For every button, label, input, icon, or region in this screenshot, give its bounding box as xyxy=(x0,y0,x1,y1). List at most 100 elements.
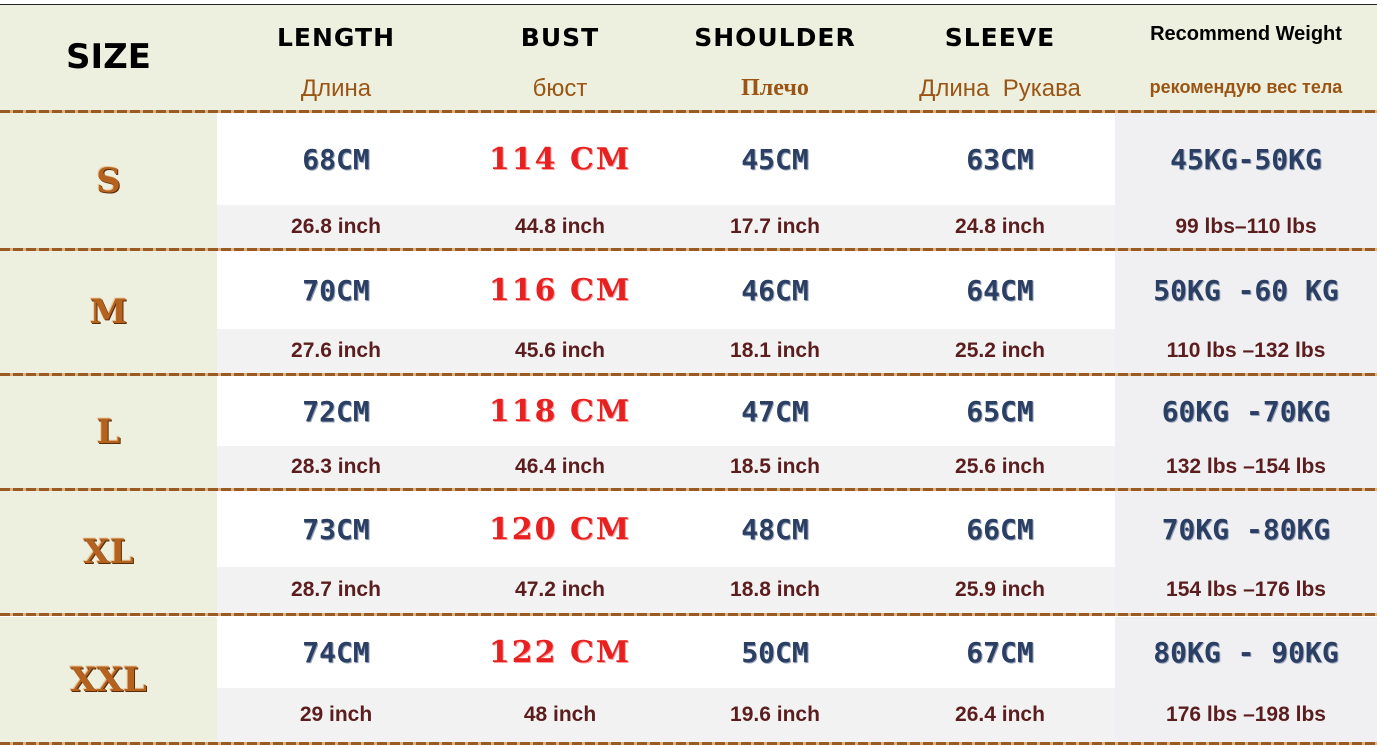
cm-band xyxy=(217,251,1115,329)
inch-value: 28.3 inch xyxy=(291,455,381,478)
header-en: Recommend Weight xyxy=(1150,23,1342,45)
inch-value: 25.9 inch xyxy=(955,578,1045,601)
cm-value: 63CM xyxy=(966,142,1034,176)
inch-value: 99 lbs–110 lbs xyxy=(1175,214,1317,238)
inch-value: 27.6 inch xyxy=(291,339,381,362)
size-label: S xyxy=(0,113,217,248)
inch-value: 18.5 inch xyxy=(730,455,820,478)
cm-value: 48CM xyxy=(741,512,809,546)
header-en: SHOULDER xyxy=(694,23,856,52)
inch-band xyxy=(217,446,1115,488)
size-row: XL 73CM 28.7 inch 120 CM 47.2 inch 48CM 18.8 i… xyxy=(0,491,1377,613)
inch-value: 45.6 inch xyxy=(515,339,605,362)
weight-band xyxy=(1115,491,1377,613)
cm-value: 60KG -70KG xyxy=(1161,394,1331,428)
weight-band xyxy=(1115,113,1377,248)
inch-value: 24.8 inch xyxy=(955,214,1045,238)
header-ru: Плечо xyxy=(741,75,809,101)
header-en: LENGTH xyxy=(277,23,395,52)
sleeve-header: SLEEVE Длина Рукава xyxy=(885,5,1115,110)
inch-value: 46.4 inch xyxy=(515,455,605,478)
row-separator xyxy=(0,742,1377,745)
header-ru: Длина Рукава xyxy=(919,75,1081,102)
inch-value: 19.6 inch xyxy=(730,703,820,726)
inch-value: 28.7 inch xyxy=(291,578,381,601)
inch-value: 26.8 inch xyxy=(291,214,381,238)
cm-band xyxy=(217,491,1115,567)
inch-band xyxy=(217,329,1115,373)
size-header: SIZE xyxy=(65,37,152,77)
size-row: S 68CM 26.8 inch 114 CM 44.8 inch 45CM 17.7 in… xyxy=(0,113,1377,248)
shoulder-header: SHOULDER Плечо xyxy=(665,5,885,110)
inch-band xyxy=(217,688,1115,742)
cm-value: 116 CM xyxy=(488,272,632,308)
weight-header: Recommend Weight рекомендую вес тела xyxy=(1115,5,1377,110)
header-ru: Длина xyxy=(300,75,372,102)
cm-value: 68CM xyxy=(302,142,370,176)
inch-value: 17.7 inch xyxy=(730,214,820,238)
cm-band xyxy=(217,617,1115,688)
row-separator xyxy=(0,248,1377,251)
size-label: XXL xyxy=(0,617,217,742)
cm-value: 114 CM xyxy=(488,141,632,177)
inch-value: 47.2 inch xyxy=(515,578,605,601)
header-ru: рекомендую вес тела xyxy=(1149,77,1343,97)
bust-header: BUST бюст xyxy=(455,5,665,110)
row-separator xyxy=(0,613,1377,616)
inch-value: 48 inch xyxy=(523,703,597,726)
top-border xyxy=(0,4,1377,5)
header-en: BUST xyxy=(520,23,600,52)
cm-value: 70KG -80KG xyxy=(1161,512,1331,546)
inch-band xyxy=(217,567,1115,613)
inch-value: 44.8 inch xyxy=(515,214,605,238)
cm-value: 65CM xyxy=(966,394,1034,428)
cm-value: 66CM xyxy=(966,512,1034,546)
inch-value: 18.1 inch xyxy=(730,339,820,362)
size-label: XL xyxy=(0,491,217,613)
inch-value: 110 lbs –132 lbs xyxy=(1166,339,1326,362)
inch-value: 18.8 inch xyxy=(730,578,820,601)
row-separator xyxy=(0,373,1377,376)
cm-value: 47CM xyxy=(741,394,809,428)
cm-value: 64CM xyxy=(966,273,1034,307)
cm-value: 73CM xyxy=(302,512,370,546)
inch-value: 154 lbs –176 lbs xyxy=(1166,578,1326,601)
cm-value: 70CM xyxy=(302,273,370,307)
cm-value: 80KG - 90KG xyxy=(1153,636,1339,669)
weight-band xyxy=(1115,617,1377,742)
size-row: M 70CM 27.6 inch 116 CM 45.6 inch 46CM 18.1 in… xyxy=(0,251,1377,373)
header-row: SIZE LENGTH Длина BUST бюст SHOULDER Пле… xyxy=(0,5,1377,110)
size-label: M xyxy=(0,251,217,373)
inch-value: 25.2 inch xyxy=(955,339,1045,362)
weight-band xyxy=(1115,251,1377,373)
cm-value: 45CM xyxy=(741,142,809,176)
inch-value: 132 lbs –154 lbs xyxy=(1166,455,1326,478)
row-separator xyxy=(0,110,1377,113)
cm-value: 120 CM xyxy=(488,511,632,547)
inch-value: 176 lbs –198 lbs xyxy=(1166,703,1326,726)
row-separator xyxy=(0,488,1377,491)
cm-value: 50KG -60 KG xyxy=(1153,273,1339,307)
inch-value: 26.4 inch xyxy=(955,703,1045,726)
cm-value: 46CM xyxy=(741,273,809,307)
cm-value: 122 CM xyxy=(488,635,632,670)
header-en: SLEEVE xyxy=(944,23,1056,52)
cm-value: 45KG-50KG xyxy=(1170,142,1322,176)
inch-value: 29 inch xyxy=(299,703,373,726)
size-row: L 72CM 28.3 inch 118 CM 46.4 inch 47CM 18.5 in… xyxy=(0,376,1377,488)
size-row: XXL 74CM 29 inch 122 CM 48 inch 50CM 19.6 inch… xyxy=(0,617,1377,742)
cm-value: 72CM xyxy=(302,394,370,428)
header-ru: бюст xyxy=(532,75,588,102)
inch-value: 25.6 inch xyxy=(955,455,1045,478)
cm-band xyxy=(217,376,1115,446)
cm-value: 118 CM xyxy=(488,393,632,429)
size-label: L xyxy=(0,376,217,488)
cm-value: 50CM xyxy=(741,636,809,669)
cm-band xyxy=(217,113,1115,205)
length-header: LENGTH Длина xyxy=(217,5,455,110)
cm-value: 74CM xyxy=(302,636,370,669)
inch-band xyxy=(217,205,1115,248)
weight-band xyxy=(1115,376,1377,488)
cm-value: 67CM xyxy=(966,636,1034,669)
